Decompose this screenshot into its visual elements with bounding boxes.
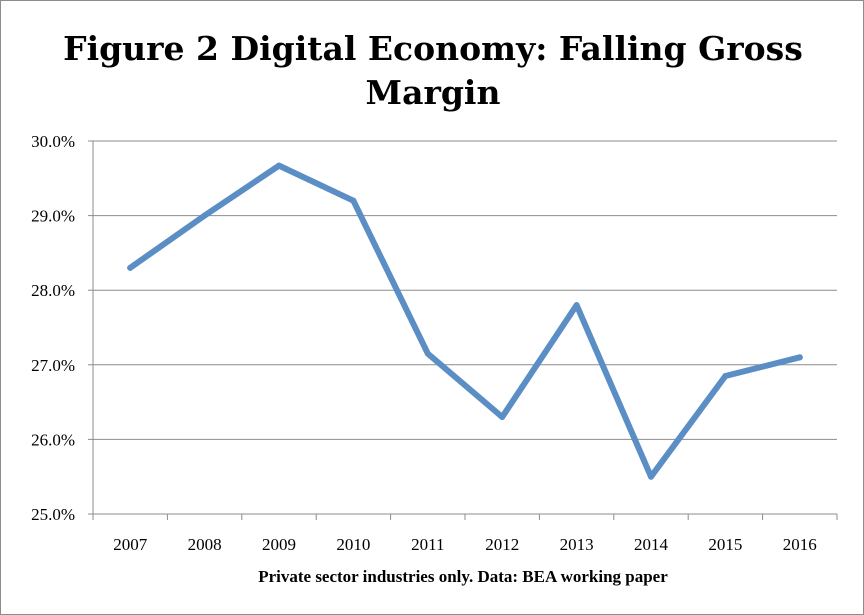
data-point bbox=[350, 197, 357, 204]
x-tick-label: 2012 bbox=[485, 535, 519, 554]
data-point bbox=[722, 372, 729, 379]
x-tick-label: 2008 bbox=[188, 535, 222, 554]
y-tick-label: 26.0% bbox=[31, 430, 75, 449]
x-tick-label: 2007 bbox=[113, 535, 148, 554]
data-point bbox=[648, 473, 654, 480]
y-tick-label: 30.0% bbox=[31, 132, 75, 151]
data-point bbox=[499, 414, 506, 421]
y-tick-label: 28.0% bbox=[31, 281, 75, 300]
x-tick-label: 2010 bbox=[336, 535, 370, 554]
data-point bbox=[127, 264, 134, 271]
x-tick-label: 2009 bbox=[262, 535, 296, 554]
x-tick-label: 2014 bbox=[634, 535, 669, 554]
series-line bbox=[127, 162, 803, 480]
chart-title: Figure 2 Digital Economy: Falling Gross … bbox=[63, 29, 803, 112]
x-tick-label: 2013 bbox=[560, 535, 594, 554]
data-point bbox=[424, 350, 431, 357]
y-tick-label: 27.0% bbox=[31, 356, 75, 375]
x-axis-label: Private sector industries only. Data: BE… bbox=[258, 567, 668, 586]
x-tick-label: 2015 bbox=[708, 535, 742, 554]
y-tick-label: 25.0% bbox=[31, 505, 75, 524]
x-tick-labels: 2007 2008 2009 2010 2011 2012 2013 2014 2015 2016 bbox=[113, 535, 817, 554]
gridlines bbox=[93, 140, 837, 440]
data-point bbox=[573, 302, 580, 309]
x-tick-label: 2016 bbox=[783, 535, 817, 554]
data-point bbox=[796, 354, 803, 361]
data-point bbox=[201, 212, 208, 219]
data-point bbox=[276, 162, 282, 169]
y-tick-labels: 25.0% 26.0% 27.0% 28.0% 29.0% 30.0% bbox=[31, 132, 75, 524]
series-layer bbox=[127, 162, 803, 480]
axes bbox=[88, 140, 838, 520]
y-tick-label: 29.0% bbox=[31, 207, 75, 226]
x-tick-label: 2011 bbox=[411, 535, 444, 554]
